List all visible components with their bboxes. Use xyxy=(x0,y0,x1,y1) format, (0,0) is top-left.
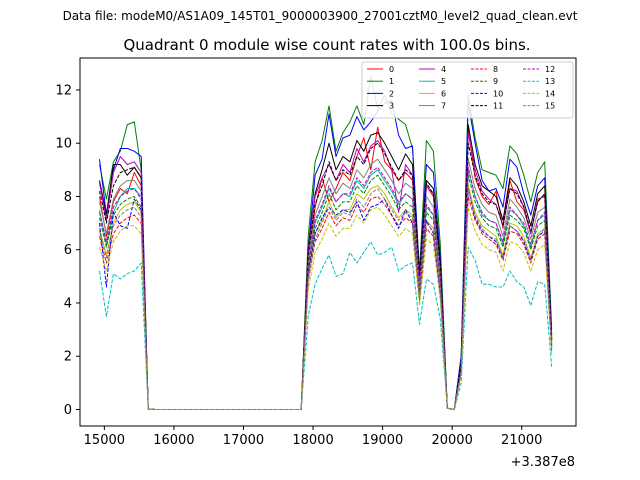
legend-label-14: 14 xyxy=(545,89,555,98)
legend-label-13: 13 xyxy=(545,77,555,86)
y-tick-label: 10 xyxy=(55,137,72,152)
x-axis: 15000 16000 17000 18000 19000 20000 21000 xyxy=(84,426,542,448)
legend-label-15: 15 xyxy=(545,102,555,111)
legend-label-11: 11 xyxy=(493,102,503,111)
y-axis: 0 2 4 6 8 10 12 xyxy=(55,83,80,418)
series-line-15 xyxy=(99,188,553,410)
x-tick-label: 19000 xyxy=(362,433,403,448)
y-tick-label: 4 xyxy=(64,296,72,311)
x-tick-label: 20000 xyxy=(431,433,472,448)
legend-label-1: 1 xyxy=(389,77,394,86)
chart-title: Quadrant 0 module wise count rates with … xyxy=(123,36,530,54)
legend-label-7: 7 xyxy=(441,102,446,111)
y-tick-label: 2 xyxy=(64,350,72,365)
legend-label-5: 5 xyxy=(441,77,446,86)
y-tick-label: 8 xyxy=(64,190,72,205)
legend-box xyxy=(361,61,574,119)
y-tick-label: 6 xyxy=(64,243,72,258)
legend-label-3: 3 xyxy=(389,102,394,111)
x-tick-label: 18000 xyxy=(292,433,333,448)
legend-label-8: 8 xyxy=(493,65,498,74)
x-offset-label: +3.387e8 xyxy=(511,455,575,470)
series-line-14 xyxy=(99,206,553,410)
series-line-13 xyxy=(99,241,553,410)
legend-label-10: 10 xyxy=(493,89,503,98)
legend-label-9: 9 xyxy=(493,77,498,86)
plot-area xyxy=(79,57,577,427)
x-tick-label: 17000 xyxy=(223,433,264,448)
legend-label-12: 12 xyxy=(545,65,555,74)
legend-label-4: 4 xyxy=(441,65,446,74)
suptitle: Data file: modeM0/AS1A09_145T01_90000039… xyxy=(63,9,578,23)
legend-label-6: 6 xyxy=(441,89,446,98)
legend-label-2: 2 xyxy=(389,89,394,98)
legend-label-0: 0 xyxy=(389,65,394,74)
x-tick-label: 21000 xyxy=(501,433,542,448)
x-tick-label: 16000 xyxy=(153,433,194,448)
x-tick-label: 15000 xyxy=(84,433,125,448)
axes-frame xyxy=(79,57,577,427)
y-tick-label: 0 xyxy=(64,403,72,418)
y-tick-label: 12 xyxy=(55,83,72,98)
